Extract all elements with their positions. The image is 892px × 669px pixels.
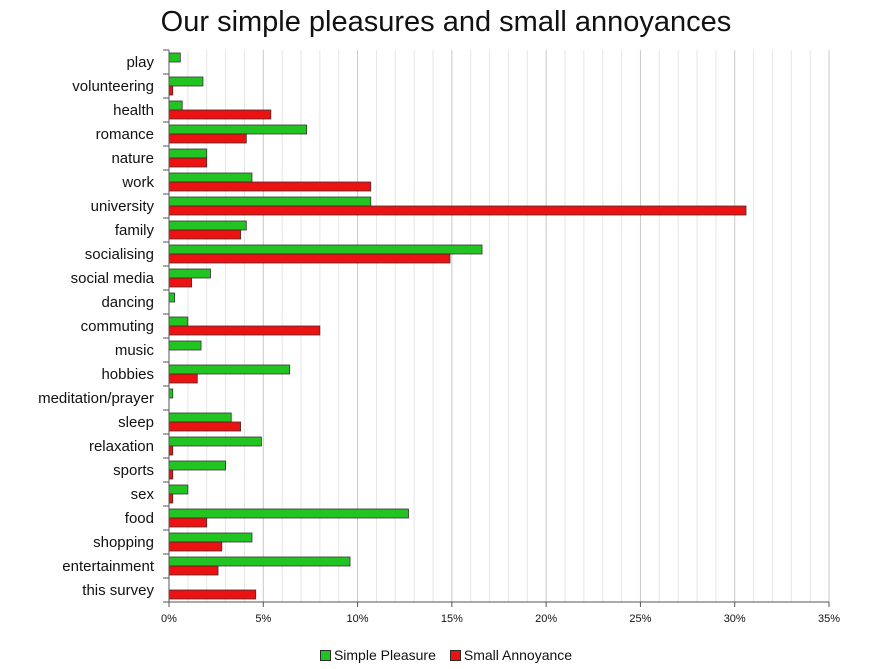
bar-small-annoyance-volunteering [168, 85, 174, 96]
x-tick-label-35: 35% [818, 613, 840, 625]
bar-small-annoyance-nature [168, 157, 208, 168]
bar-simple-pleasure-sex [168, 484, 189, 495]
category-label-hobbies: hobbies [101, 366, 154, 383]
legend-swatch-small-annoyance [449, 649, 461, 661]
bar-simple-pleasure-shopping [168, 532, 253, 543]
x-tick-label-10: 10% [347, 613, 369, 625]
category-label-university: university [91, 198, 155, 215]
bar-simple-pleasure-dancing [168, 292, 176, 303]
legend-item-small-annoyance: Small Annoyance [449, 647, 573, 663]
category-label-romance: romance [96, 126, 154, 143]
x-tick-label-20: 20% [535, 613, 557, 625]
legend-swatch-simple-pleasure [319, 649, 331, 661]
bar-simple-pleasure-socialising [168, 244, 483, 255]
bar-simple-pleasure-hobbies [168, 364, 291, 375]
x-tick-label-30: 30% [724, 613, 746, 625]
bar-small-annoyance-romance [168, 133, 247, 144]
bar-simple-pleasure-social-media [168, 268, 211, 279]
bar-small-annoyance-hobbies [168, 373, 198, 384]
bar-small-annoyance-sports [168, 469, 174, 480]
bar-small-annoyance-health [168, 109, 272, 120]
legend: Simple Pleasure Small Annoyance [0, 645, 892, 665]
bar-simple-pleasure-commuting [168, 316, 189, 327]
category-label-social-media: social media [71, 270, 155, 287]
category-label-family: family [115, 222, 155, 239]
bar-small-annoyance-work [168, 181, 372, 192]
category-label-nature: nature [111, 150, 154, 167]
bar-small-annoyance-this-survey [168, 589, 257, 600]
legend-label-simple-pleasure: Simple Pleasure [333, 647, 436, 663]
category-label-food: food [125, 510, 154, 527]
category-label-commuting: commuting [81, 318, 154, 335]
bar-simple-pleasure-romance [168, 124, 308, 135]
bar-small-annoyance-sex [168, 493, 174, 504]
x-tick-label-25: 25% [629, 613, 651, 625]
bar-simple-pleasure-music [168, 340, 202, 351]
category-label-dancing: dancing [101, 294, 154, 311]
category-label-socialising: socialising [85, 246, 154, 263]
category-label-play: play [126, 54, 154, 71]
category-label-health: health [113, 102, 154, 119]
bar-simple-pleasure-sleep [168, 412, 232, 423]
category-label-work: work [121, 174, 154, 191]
category-label-sleep: sleep [118, 414, 154, 431]
x-tick-label-0: 0% [161, 613, 177, 625]
category-label-music: music [115, 342, 155, 359]
bar-small-annoyance-shopping [168, 541, 223, 552]
x-tick-label-15: 15% [441, 613, 463, 625]
bar-small-annoyance-socialising [168, 253, 451, 264]
category-label-meditation-prayer: meditation/prayer [38, 390, 154, 407]
bar-small-annoyance-social-media [168, 277, 193, 288]
bar-small-annoyance-family [168, 229, 242, 240]
bar-simple-pleasure-play [168, 52, 181, 63]
bar-simple-pleasure-relaxation [168, 436, 262, 447]
category-label-volunteering: volunteering [72, 78, 154, 95]
category-label-shopping: shopping [93, 534, 154, 551]
bar-small-annoyance-sleep [168, 421, 242, 432]
legend-item-simple-pleasure: Simple Pleasure [319, 647, 436, 663]
bar-simple-pleasure-sports [168, 460, 226, 471]
category-label-this-survey: this survey [82, 582, 154, 599]
bar-simple-pleasure-volunteering [168, 76, 204, 87]
category-label-sports: sports [113, 462, 154, 479]
category-label-relaxation: relaxation [89, 438, 154, 455]
bar-simple-pleasure-meditation-prayer [168, 388, 174, 399]
bar-simple-pleasure-entertainment [168, 556, 351, 567]
bar-simple-pleasure-university [168, 196, 372, 207]
bar-simple-pleasure-food [168, 508, 409, 519]
bar-small-annoyance-commuting [168, 325, 321, 336]
category-label-entertainment: entertainment [62, 558, 155, 575]
bar-simple-pleasure-health [168, 100, 183, 111]
bar-small-annoyance-university [168, 205, 747, 216]
bar-simple-pleasure-nature [168, 148, 208, 159]
category-label-sex: sex [131, 486, 155, 503]
bar-small-annoyance-relaxation [168, 445, 174, 456]
bar-simple-pleasure-family [168, 220, 247, 231]
chart-title: Our simple pleasures and small annoyance… [160, 6, 732, 38]
bar-small-annoyance-food [168, 517, 208, 528]
bar-simple-pleasure-work [168, 172, 253, 183]
bar-small-annoyance-entertainment [168, 565, 219, 576]
legend-label-small-annoyance: Small Annoyance [463, 647, 573, 663]
x-tick-label-5: 5% [255, 613, 271, 625]
